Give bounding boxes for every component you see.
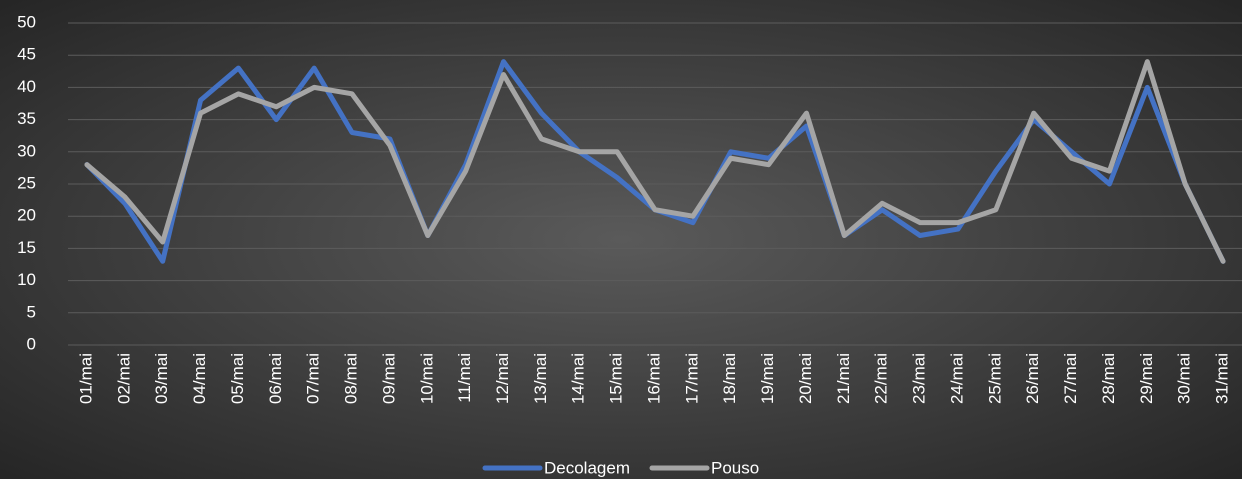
x-tick-label: 20/mai <box>796 353 815 404</box>
series-line <box>84 59 1226 264</box>
y-tick-label: 20 <box>17 206 36 225</box>
x-tick-label: 07/mai <box>304 353 323 404</box>
x-tick-label: 01/mai <box>76 353 95 404</box>
y-tick-label: 30 <box>17 141 36 160</box>
x-tick-label: 25/mai <box>985 353 1004 404</box>
y-tick-label: 0 <box>27 334 36 353</box>
y-tick-label: 5 <box>27 302 36 321</box>
y-tick-label: 25 <box>17 173 36 192</box>
x-tick-label: 22/mai <box>872 353 891 404</box>
y-tick-label: 15 <box>17 238 36 257</box>
y-tick-label: 40 <box>17 77 36 96</box>
x-tick-label: 17/mai <box>682 353 701 404</box>
x-tick-label: 23/mai <box>910 353 929 404</box>
y-tick-label: 50 <box>17 12 36 31</box>
x-tick-label: 09/mai <box>379 353 398 404</box>
x-tick-label: 16/mai <box>644 353 663 404</box>
x-tick-label: 02/mai <box>114 353 133 404</box>
x-tick-label: 27/mai <box>1061 353 1080 404</box>
y-tick-label: 35 <box>17 109 36 128</box>
x-tick-label: 05/mai <box>228 353 247 404</box>
x-tick-label: 29/mai <box>1137 353 1156 404</box>
x-tick-label: 06/mai <box>266 353 285 404</box>
x-tick-label: 31/mai <box>1213 353 1232 404</box>
x-tick-label: 24/mai <box>947 353 966 404</box>
x-tick-label: 19/mai <box>758 353 777 404</box>
x-tick-label: 11/mai <box>455 353 474 403</box>
x-tick-label: 30/mai <box>1175 353 1194 404</box>
x-tick-label: 21/mai <box>834 353 853 404</box>
legend-label: Pouso <box>711 458 759 477</box>
x-tick-label: 14/mai <box>569 353 588 404</box>
x-tick-label: 13/mai <box>531 353 550 404</box>
y-tick-label: 45 <box>17 45 36 64</box>
x-tick-label: 28/mai <box>1099 353 1118 404</box>
y-tick-label: 10 <box>17 270 36 289</box>
x-tick-label: 04/mai <box>190 353 209 404</box>
x-tick-label: 12/mai <box>493 353 512 404</box>
legend-label: Decolagem <box>544 458 630 477</box>
x-tick-label: 15/mai <box>607 353 626 404</box>
x-tick-label: 18/mai <box>720 353 739 404</box>
x-tick-label: 03/mai <box>152 353 171 404</box>
x-tick-label: 26/mai <box>1023 353 1042 404</box>
x-tick-label: 10/mai <box>417 353 436 404</box>
x-tick-label: 08/mai <box>342 353 361 404</box>
